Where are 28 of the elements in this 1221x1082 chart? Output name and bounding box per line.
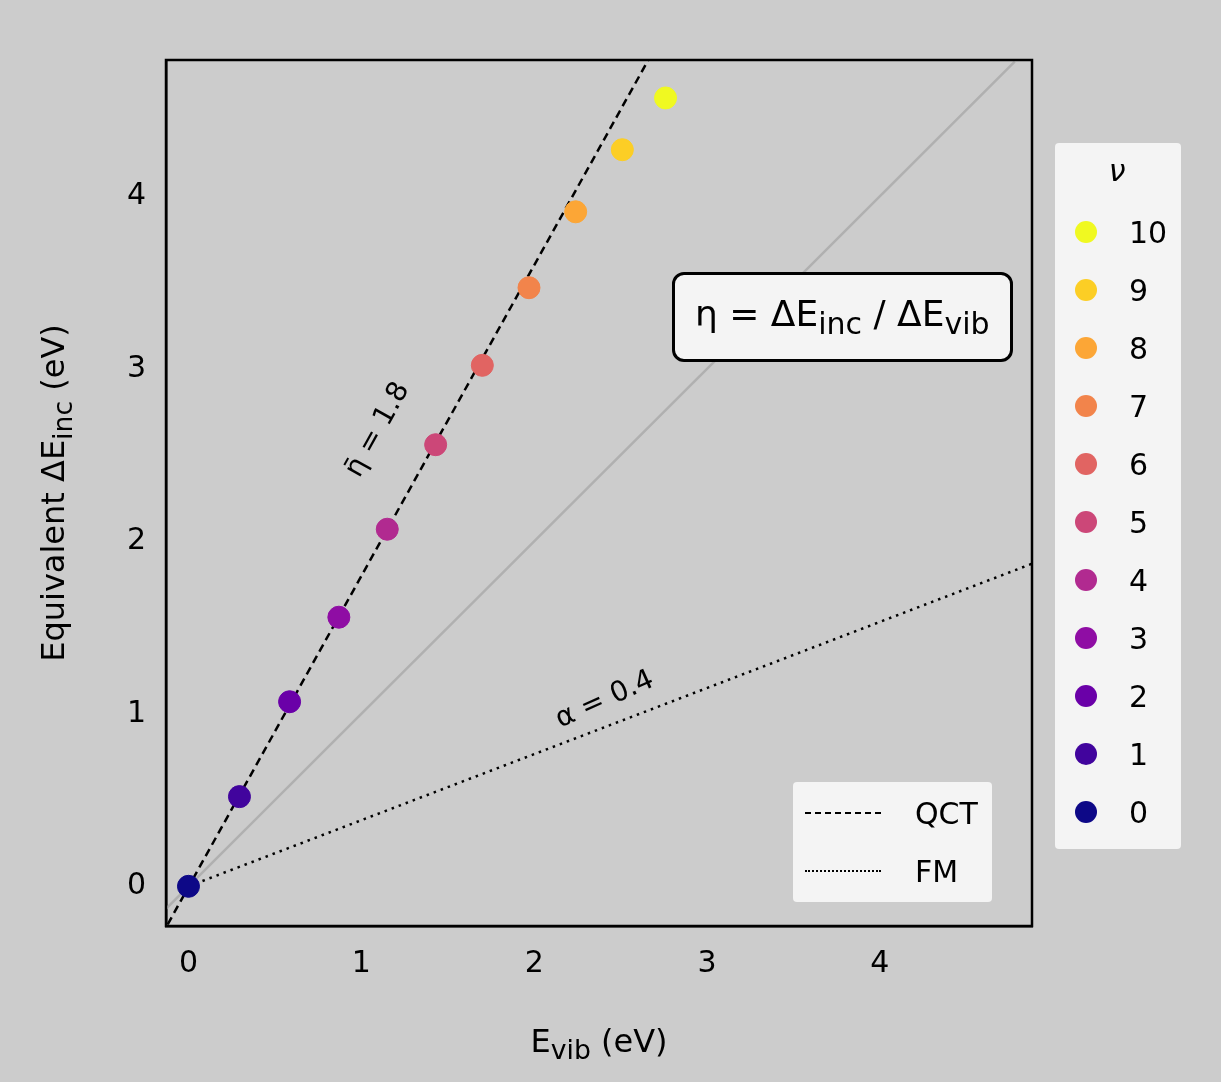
annotation: η = ΔE$_{inc}$ / ΔE$_{vib}$ [672,272,1013,363]
legend-label: 10 [1129,214,1168,250]
legend-label: 6 [1129,446,1149,482]
y-tick-label: 0 [126,866,146,902]
legend-label: 1 [1129,736,1149,772]
legend-title: ν [1107,153,1127,190]
x-tick-label: 2 [524,943,544,979]
legend-label: 9 [1129,272,1149,308]
x-tick-label: 3 [697,943,717,979]
legend-label: 8 [1129,330,1149,366]
x-axis-title: E$_{vib}$ (eV) [530,1022,668,1066]
legend-label: 4 [1129,562,1149,598]
y-tick-label: 2 [126,521,146,557]
x-tick-label: 1 [351,943,371,979]
y-tick-label: 1 [126,693,146,729]
legend-label: QCT [915,795,978,831]
y-tick-label: 3 [126,348,146,384]
x-tick-label: 0 [178,943,199,979]
legend-label: 7 [1129,388,1149,424]
legend-label: 3 [1129,620,1149,656]
x-tick-label: 4 [870,943,890,979]
annotation: α = 0.4 [549,661,659,735]
legend-label: 0 [1129,794,1149,830]
annotation: η̄ = 1.8 [336,375,416,483]
legend-label: FM [915,853,959,889]
legend-label: 5 [1129,504,1149,540]
y-tick-label: 4 [126,176,146,212]
legend-label: 2 [1129,678,1149,714]
